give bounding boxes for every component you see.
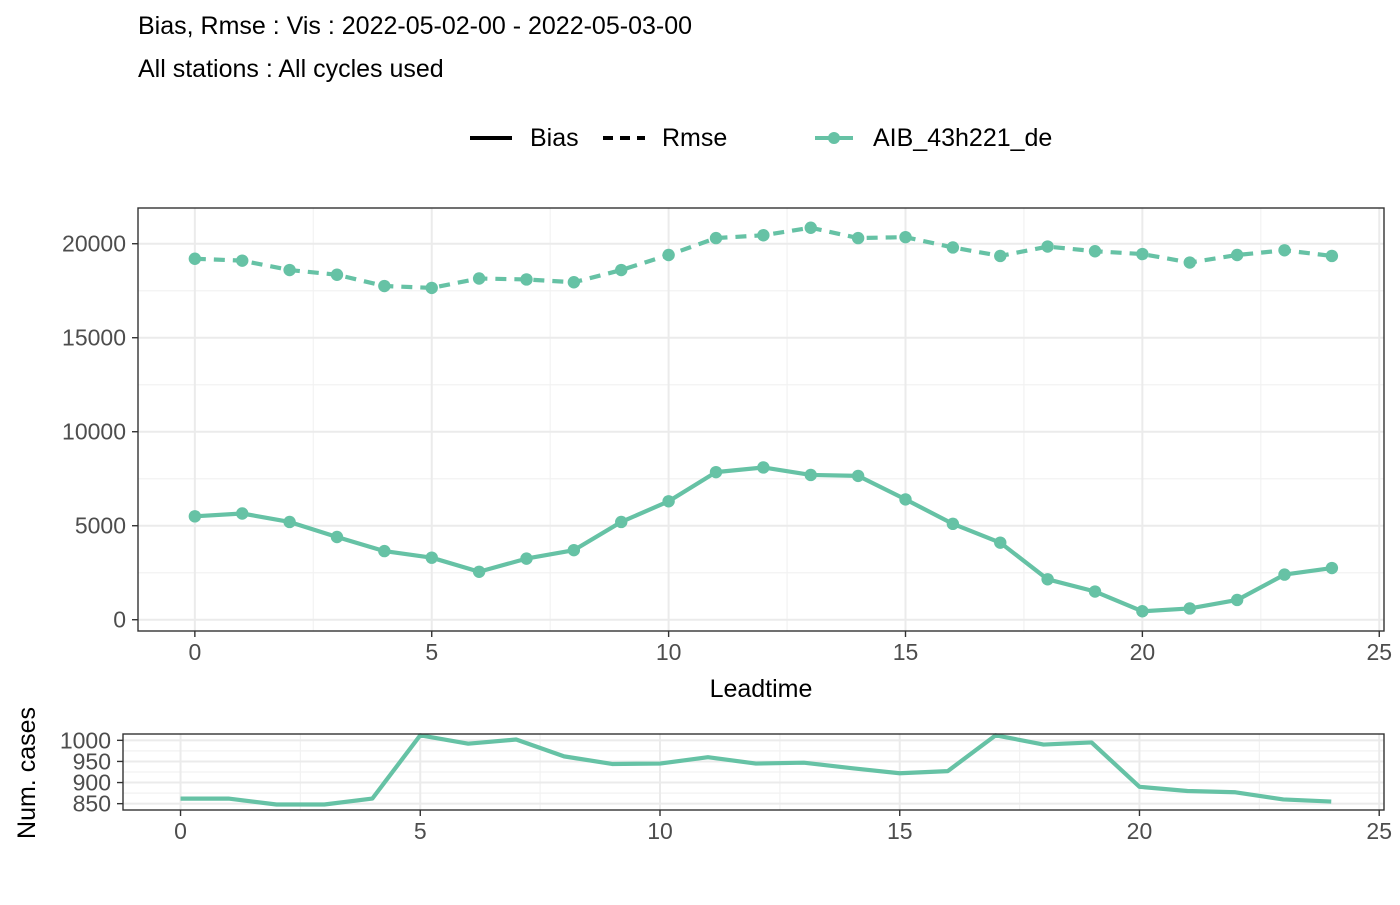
main-point-bias <box>1041 573 1054 586</box>
main-point-rmse <box>378 279 391 293</box>
main-point-rmse <box>472 272 486 285</box>
main-point-rmse <box>709 231 723 245</box>
main-point-bias <box>1183 602 1196 615</box>
main-point-rmse <box>662 248 675 262</box>
legend-rmse-label: Rmse <box>662 124 727 152</box>
main-point-bias <box>662 495 675 508</box>
main-point-bias <box>994 536 1007 549</box>
main-point-bias <box>1278 568 1291 581</box>
main-point-bias <box>520 552 533 565</box>
main-point-bias <box>236 507 249 520</box>
main-y-tick-label: 0 <box>113 607 126 633</box>
main-point-rmse <box>804 221 817 234</box>
main-point-bias <box>330 530 344 544</box>
main-point-bias <box>378 544 391 558</box>
main-line-bias <box>194 465 1333 614</box>
main-point-rmse <box>520 273 533 286</box>
main-point-rmse <box>1325 249 1339 263</box>
legend-model-label: AIB_43h221_de <box>873 124 1052 152</box>
main-point-rmse <box>1278 244 1291 257</box>
main-point-bias <box>899 493 912 506</box>
main-x-tick-label: 10 <box>656 639 682 665</box>
main-point-rmse <box>946 241 960 254</box>
chart-title: Bias, Rmse : Vis : 2022-05-02-00 - 2022-… <box>138 12 692 40</box>
main-point-rmse <box>1230 248 1244 262</box>
count-x-tick-label: 10 <box>647 818 673 844</box>
main-point-bias <box>615 515 628 529</box>
count-y-tick-label: 850 <box>73 791 111 817</box>
count-line-series0 <box>180 733 1332 807</box>
main-x-tick-label: 20 <box>1130 639 1156 665</box>
count-x-tick-label: 5 <box>414 818 427 844</box>
main-point-bias <box>851 469 865 483</box>
main-y-tick-label: 20000 <box>62 231 126 257</box>
main-x-tick-label: 0 <box>188 639 201 665</box>
count-y-tick-label: 1000 <box>60 727 111 753</box>
main-point-bias <box>283 515 296 529</box>
main-point-bias <box>709 465 723 479</box>
main-point-bias <box>1230 593 1244 607</box>
main-x-tick-label: 25 <box>1366 639 1392 665</box>
count-y-tick-label: 950 <box>73 748 111 774</box>
main-point-rmse <box>1183 256 1196 269</box>
chart-legend: Bias Rmse AIB_43h221_de <box>470 124 1052 152</box>
main-point-rmse <box>615 263 628 277</box>
count-x-tick-label: 15 <box>887 818 913 844</box>
main-plot-panel: 0 5 10 15 20 25 0 5000 10000 15000 20000 <box>62 207 1392 665</box>
main-point-rmse <box>851 231 865 245</box>
main-point-bias <box>188 510 202 523</box>
main-point-rmse <box>236 254 249 267</box>
main-point-bias <box>757 461 770 474</box>
main-y-tick-label: 5000 <box>75 513 126 539</box>
legend-bias-label: Bias <box>530 124 579 152</box>
count-y-axis-label: Num. cases <box>13 707 41 839</box>
count-x-tick-label: 0 <box>174 818 187 844</box>
main-x-tick-label: 15 <box>893 639 919 665</box>
main-point-rmse <box>1136 247 1149 261</box>
main-point-bias <box>567 543 581 557</box>
main-point-rmse <box>1041 240 1054 253</box>
main-point-rmse <box>188 252 202 265</box>
main-point-rmse <box>283 263 296 277</box>
main-point-rmse <box>899 230 912 244</box>
main-point-rmse <box>994 249 1007 263</box>
main-point-rmse <box>330 268 344 281</box>
main-x-axis-label: Leadtime <box>710 675 813 703</box>
main-point-bias <box>1325 561 1339 575</box>
main-point-bias <box>472 565 486 578</box>
main-point-rmse <box>425 281 438 295</box>
main-point-rmse <box>567 276 581 289</box>
main-panel-border <box>137 207 1385 632</box>
main-point-bias <box>946 517 960 531</box>
main-x-tick-label: 5 <box>425 639 438 665</box>
legend-model-swatch-point <box>828 132 840 144</box>
chart-subtitle: All stations : All cycles used <box>138 55 444 83</box>
count-panel-border <box>122 733 1385 811</box>
count-x-tick-label: 20 <box>1127 818 1153 844</box>
main-point-rmse <box>1088 245 1102 258</box>
main-point-bias <box>1136 605 1149 618</box>
count-x-tick-label: 25 <box>1366 818 1392 844</box>
main-point-bias <box>804 468 817 482</box>
count-y-tick-label: 900 <box>73 770 111 796</box>
main-point-bias <box>425 551 438 564</box>
main-point-rmse <box>757 229 770 242</box>
main-y-tick-label: 15000 <box>62 325 126 351</box>
main-point-bias <box>1088 585 1102 598</box>
main-y-tick-label: 10000 <box>62 419 126 445</box>
